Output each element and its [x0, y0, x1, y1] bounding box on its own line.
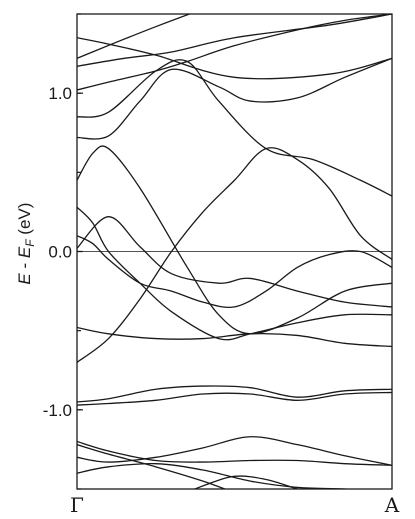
band-line-11: [77, 147, 392, 363]
band-line-18: [77, 444, 227, 489]
band-line-6: [77, 59, 392, 197]
band-line-3: [77, 14, 392, 67]
x-tick-label-2: A: [384, 493, 400, 517]
band-line-14: [77, 391, 392, 406]
band-line-20: [172, 495, 298, 508]
y-axis-label: E - EF (eV): [15, 203, 37, 285]
y-ticks: 1.0 0.0 -1.0: [43, 13, 83, 490]
band-line-7: [77, 145, 392, 335]
ylabel-unit: (eV): [15, 203, 34, 235]
y-tick-label: 0.0: [48, 243, 72, 262]
band-line-2: [77, 37, 392, 80]
band-line-12: [77, 235, 392, 309]
band-line-15: [77, 440, 392, 466]
band-line-8: [77, 216, 392, 308]
band-lines: [77, 14, 392, 508]
band-line-1: [77, 14, 192, 59]
ylabel-subscript: F: [23, 239, 37, 247]
band-line-19: [193, 475, 300, 489]
band-line-10: [77, 326, 392, 348]
band-line-4: [77, 14, 392, 91]
ylabel-ef: E: [15, 246, 34, 258]
band-line-13: [77, 385, 392, 403]
y-tick-label: -1.0: [43, 401, 72, 420]
band-line-17: [77, 462, 357, 489]
band-line-5: [77, 57, 392, 140]
band-line-9: [77, 206, 392, 341]
ylabel-minus: -: [15, 258, 34, 273]
ylabel-e: E: [15, 273, 34, 285]
band-line-16: [77, 436, 392, 466]
y-tick-label: 1.0: [48, 84, 72, 103]
x-tick-label-1: Γ: [70, 493, 84, 517]
